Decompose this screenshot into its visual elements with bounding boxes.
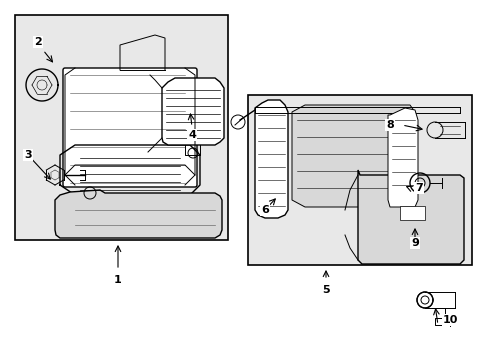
Polygon shape	[291, 105, 414, 207]
Text: 9: 9	[410, 238, 418, 248]
Polygon shape	[55, 190, 222, 238]
Bar	[399, 206, 424, 220]
Text: 3: 3	[24, 150, 32, 160]
Text: 5: 5	[322, 285, 329, 295]
Text: 7: 7	[414, 183, 422, 193]
Text: 1: 1	[114, 275, 122, 285]
Text: 6: 6	[261, 205, 268, 215]
Text: 2: 2	[34, 37, 42, 47]
FancyBboxPatch shape	[63, 68, 197, 187]
Bar	[15, 15, 227, 240]
Text: 10: 10	[442, 315, 457, 325]
Text: 8: 8	[386, 120, 393, 130]
Polygon shape	[162, 78, 224, 145]
Polygon shape	[254, 100, 287, 218]
Text: 4: 4	[188, 130, 196, 140]
Bar	[247, 95, 471, 265]
Polygon shape	[387, 108, 417, 207]
Polygon shape	[357, 170, 463, 264]
